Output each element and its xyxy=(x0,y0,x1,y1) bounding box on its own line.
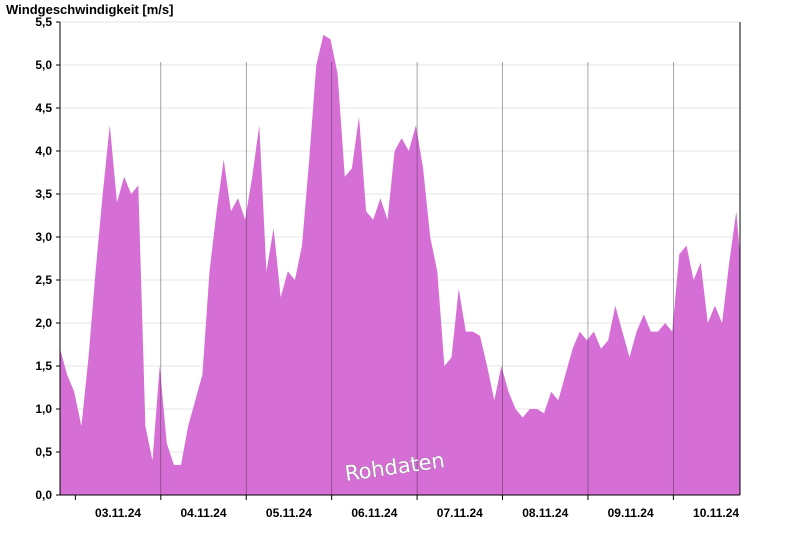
x-tick-label: 04.11.24 xyxy=(180,506,226,520)
axes xyxy=(59,22,741,496)
y-tick-label: 0,0 xyxy=(35,488,52,502)
x-tick-label: 03.11.24 xyxy=(95,506,141,520)
x-axis-ticks: 03.11.24 04.11.24 05.11.24 06.11.24 07.11.24… xyxy=(74,495,739,520)
x-tick-label: 06.11.24 xyxy=(351,506,397,520)
y-tick-label: 3,0 xyxy=(35,230,52,244)
x-tick-label: 09.11.24 xyxy=(608,506,654,520)
y-tick-label: 2,0 xyxy=(35,316,52,330)
y-tick-label: 3,5 xyxy=(35,187,52,201)
x-tick-label: 07.11.24 xyxy=(437,506,483,520)
y-tick-label: 5,0 xyxy=(35,58,52,72)
day-separator-lines xyxy=(160,62,674,495)
y-tick-label: 1,5 xyxy=(35,359,52,373)
y-tick-label: 2,5 xyxy=(35,273,52,287)
y-tick-label: 1,0 xyxy=(35,402,52,416)
y-tick-label: 4,0 xyxy=(35,144,52,158)
chart-title: Windgeschwindigkeit [m/s] xyxy=(6,2,173,17)
y-tick-label: 4,5 xyxy=(35,101,52,115)
y-axis-ticks: 0,0 0,5 1,0 1,5 2,0 2,5 3,0 3,5 4,0 4,5 5,0 5,5 xyxy=(35,15,60,502)
x-tick-label: 10.11.24 xyxy=(693,506,739,520)
x-tick-label: 08.11.24 xyxy=(522,506,568,520)
y-tick-label: 5,5 xyxy=(35,15,52,29)
x-tick-label: 05.11.24 xyxy=(266,506,312,520)
y-tick-label: 0,5 xyxy=(35,445,52,459)
wind-speed-area xyxy=(60,34,740,496)
